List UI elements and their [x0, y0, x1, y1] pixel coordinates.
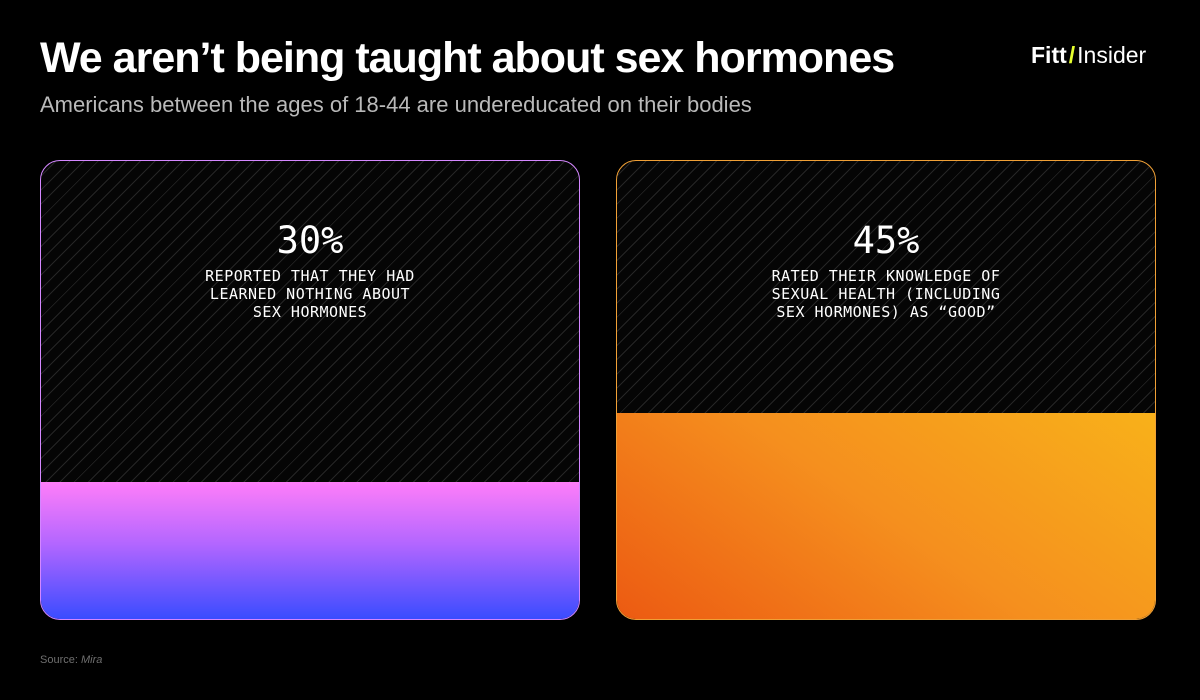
stat-description: REPORTED THAT THEY HAD LEARNED NOTHING A…	[205, 267, 415, 321]
source-name: Mira	[80, 654, 103, 666]
logo-slash: /	[1068, 42, 1076, 68]
stat-bar-30	[41, 481, 579, 619]
stat-card-learned-nothing: 30% REPORTED THAT THEY HAD LEARNED NOTHI…	[40, 160, 580, 620]
source-note: Source: Mira	[40, 654, 102, 666]
stat-card-knowledge-good: 45% RATED THEIR KNOWLEDGE OF SEXUAL HEAL…	[616, 160, 1156, 620]
stat-bar-45	[617, 412, 1155, 619]
stat-description: RATED THEIR KNOWLEDGE OF SEXUAL HEALTH (…	[771, 267, 1001, 321]
fitt-insider-logo: Fitt / Insider	[1031, 42, 1146, 69]
chart-subtitle: Americans between the ages of 18-44 are …	[40, 92, 752, 117]
chart-title: We aren’t being taught about sex hormone…	[40, 34, 895, 82]
logo-fitt-text: Fitt	[1031, 42, 1067, 68]
source-label: Source:	[40, 654, 81, 666]
stat-value-label: 45%	[852, 219, 920, 262]
stat-value-label: 30%	[276, 219, 344, 262]
stat-text-block: 30% REPORTED THAT THEY HAD LEARNED NOTHI…	[41, 219, 579, 321]
stat-text-block: 45% RATED THEIR KNOWLEDGE OF SEXUAL HEAL…	[617, 219, 1155, 321]
logo-insider-text: Insider	[1077, 42, 1147, 68]
